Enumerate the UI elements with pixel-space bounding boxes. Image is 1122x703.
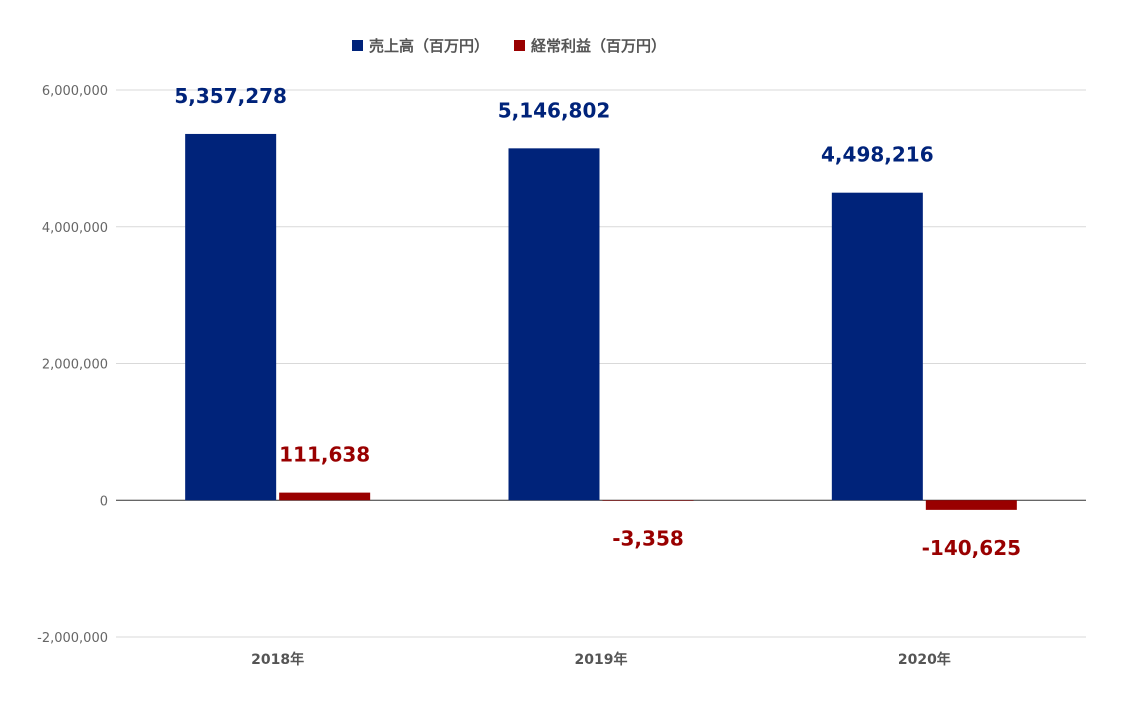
legend-swatch [352, 40, 363, 51]
bar-sales [508, 148, 600, 501]
x-tick-label: 2020年 [898, 651, 951, 668]
x-tick-label: 2019年 [575, 651, 628, 668]
legend-swatch [514, 40, 525, 51]
bar-ordinary-profit [925, 500, 1017, 510]
data-label: 4,498,216 [821, 143, 934, 167]
data-label: 5,357,278 [174, 84, 287, 108]
y-tick-label: 0 [100, 494, 108, 509]
data-label: -140,625 [922, 536, 1021, 560]
x-tick-label: 2018年 [251, 651, 304, 668]
y-tick-label: -2,000,000 [37, 631, 108, 646]
data-label: -3,358 [612, 526, 684, 550]
y-tick-label: 4,000,000 [42, 221, 108, 236]
bar-sales [831, 192, 923, 501]
legend-label: 経常利益（百万円） [531, 37, 666, 55]
bar-ordinary-profit [279, 492, 371, 501]
y-tick-label: 6,000,000 [42, 84, 108, 99]
y-tick-label: 2,000,000 [42, 358, 108, 373]
bar-ordinary-profit [602, 500, 694, 501]
bar-sales [185, 133, 277, 501]
data-label: 5,146,802 [498, 98, 611, 122]
data-label: 111,638 [279, 443, 370, 467]
legend-label: 売上高（百万円） [369, 37, 489, 55]
